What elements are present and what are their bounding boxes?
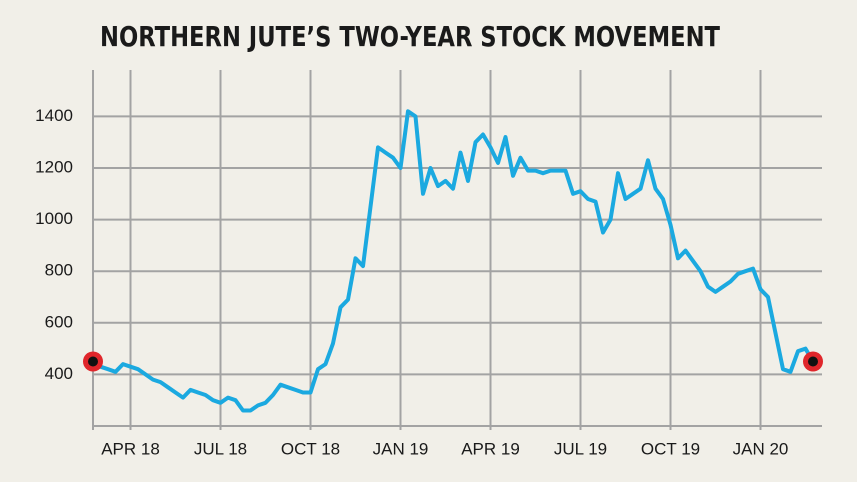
y-tick-label: 800 (45, 261, 73, 280)
x-tick-label: JUL 19 (554, 439, 607, 458)
chart-title: NORTHERN JUTE’S TWO-YEAR STOCK MOVEMENT (100, 20, 720, 53)
end-marker-center (808, 356, 818, 367)
x-tick-label: APR 18 (101, 439, 160, 458)
x-tick-label: OCT 18 (281, 439, 340, 458)
y-tick-label: 1000 (35, 209, 73, 228)
y-tick-label: 1200 (35, 158, 73, 177)
y-tick-label: 400 (45, 364, 73, 383)
x-tick-label: APR 19 (461, 439, 520, 458)
x-tick-label: JAN 20 (733, 439, 789, 458)
y-tick-label: 1400 (35, 106, 73, 125)
y-tick-label: 600 (45, 312, 73, 331)
line-series (91, 109, 815, 413)
x-tick-label: OCT 19 (641, 439, 700, 458)
end-marker-center (88, 356, 98, 367)
x-tick-label: JAN 19 (373, 439, 429, 458)
x-tick-label: JUL 18 (194, 439, 247, 458)
